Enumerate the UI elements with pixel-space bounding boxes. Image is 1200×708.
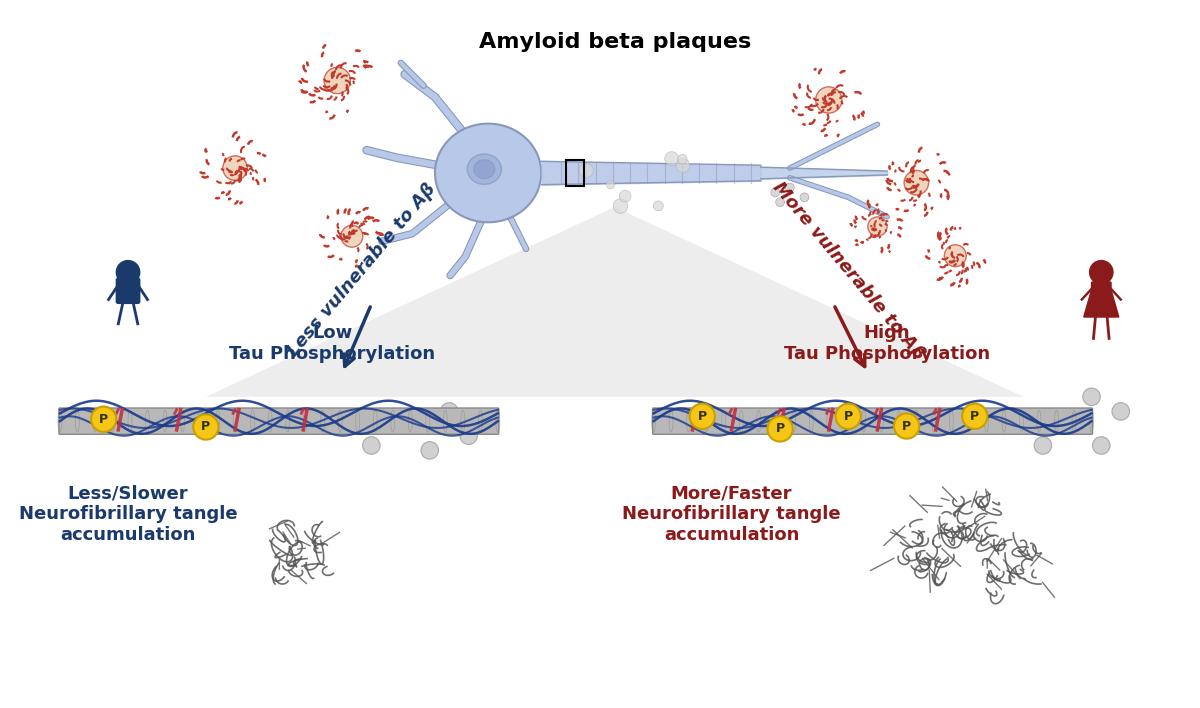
Circle shape [690, 404, 715, 429]
FancyBboxPatch shape [59, 408, 499, 434]
Circle shape [904, 171, 929, 195]
Circle shape [1034, 437, 1051, 455]
Text: More/Faster
Neurofibrillary tangle
accumulation: More/Faster Neurofibrillary tangle accum… [622, 484, 841, 544]
Circle shape [341, 225, 362, 247]
FancyBboxPatch shape [653, 408, 1092, 434]
Circle shape [665, 152, 679, 166]
Polygon shape [1084, 283, 1118, 317]
Circle shape [1090, 261, 1112, 284]
Circle shape [770, 188, 780, 197]
Circle shape [678, 154, 688, 164]
Circle shape [606, 181, 614, 189]
Circle shape [835, 404, 860, 429]
Circle shape [116, 261, 139, 284]
Circle shape [1092, 437, 1110, 455]
Circle shape [653, 201, 664, 211]
Circle shape [800, 193, 809, 202]
Circle shape [1082, 388, 1100, 406]
Circle shape [421, 442, 438, 459]
Ellipse shape [467, 154, 502, 184]
Text: Amyloid beta plaques: Amyloid beta plaques [479, 32, 751, 52]
Polygon shape [206, 207, 1024, 396]
Circle shape [768, 416, 793, 442]
Circle shape [460, 427, 478, 445]
Circle shape [193, 414, 218, 440]
Circle shape [775, 198, 785, 207]
Circle shape [1063, 409, 1081, 427]
Text: P: P [100, 413, 108, 426]
Circle shape [362, 437, 380, 455]
FancyBboxPatch shape [116, 278, 139, 304]
Circle shape [944, 245, 966, 267]
Text: P: P [775, 423, 785, 435]
Circle shape [1112, 403, 1129, 420]
Text: Low
Tau Phosphorylation: Low Tau Phosphorylation [229, 324, 436, 362]
Ellipse shape [474, 160, 494, 178]
Circle shape [786, 183, 794, 192]
Circle shape [324, 67, 350, 93]
Circle shape [816, 87, 842, 113]
Circle shape [676, 159, 690, 172]
Text: High
Tau Phosphorylation: High Tau Phosphorylation [784, 324, 990, 362]
Text: Less/Slower
Neurofibrillary tangle
accumulation: Less/Slower Neurofibrillary tangle accum… [19, 484, 238, 544]
Text: P: P [902, 420, 911, 433]
Text: P: P [697, 410, 707, 423]
Text: Less vulnerable to Aβ: Less vulnerable to Aβ [284, 181, 439, 360]
Circle shape [440, 403, 458, 420]
Circle shape [619, 190, 631, 202]
Ellipse shape [434, 124, 541, 222]
FancyBboxPatch shape [1092, 282, 1111, 302]
Circle shape [894, 413, 919, 439]
Circle shape [962, 404, 988, 429]
Text: P: P [970, 410, 979, 423]
Circle shape [223, 156, 247, 181]
Circle shape [91, 406, 116, 432]
Text: P: P [844, 410, 853, 423]
Circle shape [391, 412, 409, 430]
Circle shape [580, 164, 593, 178]
Circle shape [868, 217, 887, 236]
Text: More vulnerable to Aβ: More vulnerable to Aβ [769, 178, 928, 362]
Circle shape [613, 199, 628, 213]
Text: P: P [202, 421, 210, 433]
